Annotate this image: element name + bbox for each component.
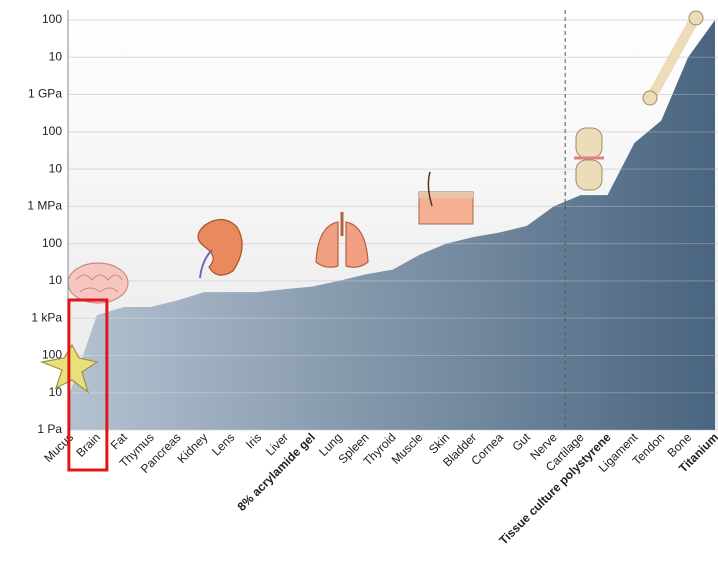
bone-icon bbox=[647, 15, 699, 101]
lungs-icon bbox=[315, 221, 369, 268]
kidney-ureter bbox=[199, 249, 213, 279]
y-tick-label: 100 bbox=[42, 12, 62, 26]
joint-upper bbox=[575, 127, 603, 159]
bone-end bbox=[688, 10, 704, 26]
y-tick-label: 10 bbox=[49, 161, 63, 175]
x-tick-label: Muscle bbox=[389, 430, 426, 467]
area bbox=[70, 20, 715, 430]
y-tick-label: 100 bbox=[42, 124, 62, 138]
y-tick-label: 100 bbox=[42, 236, 62, 250]
x-tick-label: Brain bbox=[73, 430, 103, 460]
y-tick-label: 10 bbox=[49, 385, 63, 399]
y-tick-label: 1 MPa bbox=[27, 199, 62, 213]
bone-end bbox=[642, 90, 658, 106]
brain-folds bbox=[75, 274, 123, 293]
x-tick-label: Lens bbox=[209, 430, 237, 458]
y-tick-label: 10 bbox=[49, 49, 63, 63]
y-tick-label: 1 GPa bbox=[28, 87, 62, 101]
x-tick-label: Kidney bbox=[175, 430, 211, 466]
y-tick-label: 100 bbox=[42, 348, 62, 362]
y-tick-label: 1 Pa bbox=[37, 422, 62, 436]
hair bbox=[427, 171, 433, 207]
kidney-icon bbox=[197, 218, 243, 276]
highlight-box bbox=[67, 298, 109, 472]
y-tick-label: 1 kPa bbox=[31, 310, 62, 324]
y-tick-label: 10 bbox=[49, 273, 63, 287]
skin-epidermis bbox=[419, 192, 473, 198]
brain-icon bbox=[67, 262, 129, 304]
joint-lower bbox=[575, 159, 603, 191]
x-tick-label: Iris bbox=[243, 430, 264, 451]
